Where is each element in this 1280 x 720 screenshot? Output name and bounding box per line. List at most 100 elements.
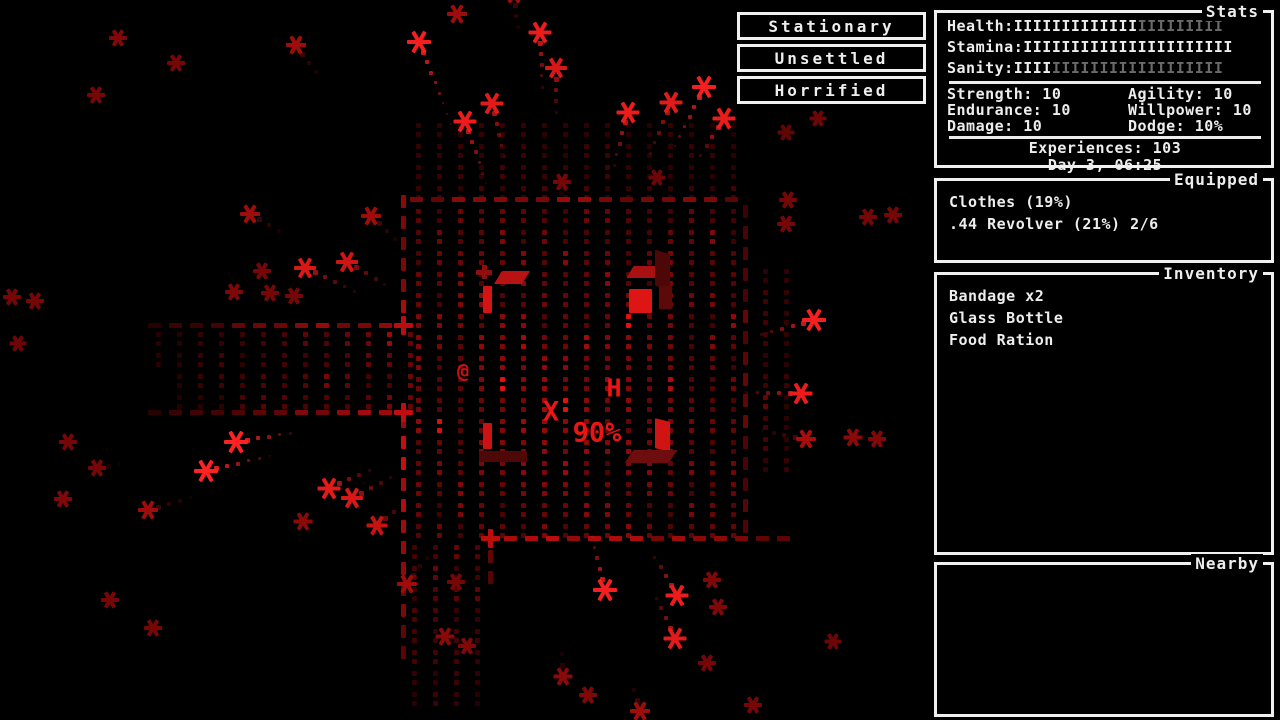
floor-dot	[500, 440, 505, 445]
floor-dot	[521, 398, 526, 403]
floor-dot	[584, 440, 589, 445]
debris-particle	[294, 257, 316, 279]
wall-dash	[452, 197, 465, 202]
floor-dot	[521, 144, 526, 149]
floor-dot	[763, 458, 768, 463]
floor-dot	[479, 503, 484, 508]
inventory-item[interactable]: Bandage x2	[949, 287, 1045, 305]
floor-dot	[731, 482, 736, 487]
floor-dot	[689, 251, 694, 256]
wall-dash	[743, 478, 748, 491]
floor-dot	[458, 503, 463, 508]
floor-dot	[668, 356, 673, 361]
floor-dot	[542, 209, 547, 214]
inventory-item[interactable]: Food Ration	[949, 331, 1054, 349]
particle-trail-dot	[615, 153, 618, 156]
floor-dot	[626, 377, 631, 382]
floor-dot	[177, 353, 182, 358]
target-cursor[interactable]: X	[542, 396, 560, 428]
equipped-item[interactable]: Clothes (19%)	[949, 193, 1073, 211]
wall-dash	[232, 323, 245, 328]
floor-dot	[542, 251, 547, 256]
floor-dot	[219, 332, 224, 337]
enemy-marker[interactable]: H	[606, 373, 622, 403]
particle-trail-dot	[692, 105, 696, 109]
floor-dot	[521, 123, 526, 128]
floor-dot	[408, 374, 413, 379]
debris-particle	[553, 173, 571, 191]
floor-dot	[563, 314, 568, 319]
equipped-panel: Equipped Clothes (19%) .44 Revolver (21%)…	[934, 170, 1274, 263]
wall-dash	[743, 331, 748, 344]
floor-dot	[626, 209, 631, 214]
floor-dot	[387, 395, 392, 400]
floor-dot	[416, 314, 421, 319]
floor-dot	[416, 419, 421, 424]
crate	[479, 451, 527, 462]
floor-dot	[710, 377, 715, 382]
player-marker[interactable]: @	[456, 359, 470, 383]
debris-particle	[659, 91, 683, 114]
floor-dot	[668, 123, 673, 128]
particle-trail-dot	[761, 429, 764, 432]
floor-dot	[542, 524, 547, 529]
debris-particle	[545, 57, 567, 79]
floor-dot	[500, 356, 505, 361]
floor-dot	[521, 503, 526, 508]
floor-dot	[563, 440, 568, 445]
particle-trail-dot	[516, 25, 520, 29]
floor-dot	[626, 440, 631, 445]
floor-dot	[731, 377, 736, 382]
floor-dot	[605, 419, 610, 424]
floor-dot	[240, 395, 245, 400]
floor-dot	[542, 335, 547, 340]
floor-dot	[412, 566, 417, 571]
particle-trail-dot	[538, 41, 543, 46]
wall-dash	[358, 323, 371, 328]
wall-dash	[704, 197, 717, 202]
floor-dot	[219, 374, 224, 379]
floor-dot	[282, 332, 287, 337]
particle-trail-dot	[756, 391, 759, 394]
wall-dash	[599, 197, 612, 202]
floor-dot	[437, 461, 442, 466]
particle-trail-dot	[539, 52, 543, 56]
particle-trail-dot	[788, 391, 793, 396]
floor-dot	[521, 419, 526, 424]
inventory-item[interactable]: Glass Bottle	[949, 309, 1064, 327]
wall-dash	[672, 536, 685, 541]
floor-dot	[563, 356, 568, 361]
floor-dot	[668, 440, 673, 445]
floor-dot	[647, 230, 652, 235]
map-viewport[interactable]: @ H X 90%	[0, 0, 934, 720]
floor-dot	[416, 377, 421, 382]
floor-dot	[416, 230, 421, 235]
particle-trail-dot	[117, 462, 121, 466]
floor-dot	[479, 209, 484, 214]
particle-trail-dot	[540, 74, 543, 77]
particle-trail-dot	[555, 111, 558, 114]
particle-trail-dot	[554, 88, 558, 92]
particle-trail-dot	[267, 435, 271, 439]
floor-dot	[668, 314, 673, 319]
floor-dot	[500, 165, 505, 170]
equipped-item[interactable]: .44 Revolver (21%) 2/6	[949, 215, 1159, 233]
particle-trail-dot	[653, 141, 656, 144]
wall-dash	[735, 536, 748, 541]
particle-trail-dot	[368, 469, 371, 472]
particle-trail-dot	[669, 155, 671, 157]
particle-trail-dot	[225, 464, 229, 468]
wall-dash	[401, 646, 406, 659]
particle-trail-dot	[337, 481, 342, 486]
floor-dot	[345, 395, 350, 400]
debris-particle	[579, 686, 597, 704]
wall-dash	[777, 536, 790, 541]
particle-trail-dot	[745, 391, 748, 394]
particle-trail-dot	[267, 223, 271, 227]
nearby-panel: Nearby	[934, 554, 1274, 717]
floor-dot	[542, 314, 547, 319]
floor-dot	[605, 377, 610, 382]
floor-dot	[626, 398, 631, 403]
wall-dash	[401, 562, 406, 575]
floor-dot	[689, 209, 694, 214]
